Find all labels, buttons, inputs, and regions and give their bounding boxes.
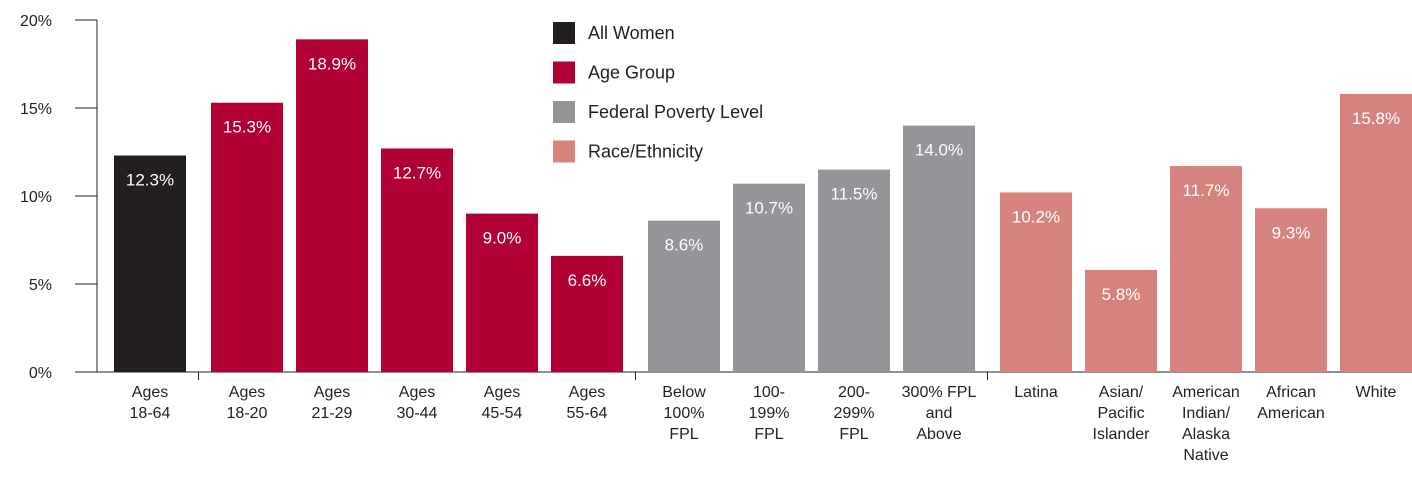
- x-tick-label-line: 30-44: [397, 405, 438, 422]
- x-tick-label-line: 100-: [753, 384, 785, 401]
- bar: [648, 220, 720, 372]
- x-tick-label-line: African: [1266, 384, 1316, 401]
- bar: [211, 102, 283, 372]
- bar: [1170, 166, 1242, 372]
- x-tick-label: Ages 30-44: [397, 384, 438, 422]
- x-tick-label-line: Alaska: [1182, 426, 1230, 443]
- bar: [1000, 192, 1072, 372]
- x-tick-label-line: Ages: [399, 384, 435, 401]
- x-tick-label-line: Islander: [1093, 426, 1151, 443]
- x-tick-label-line: White: [1356, 384, 1397, 401]
- bar: [1255, 208, 1327, 372]
- bar: [114, 155, 186, 372]
- bar: [296, 39, 368, 373]
- value-label: 12.7%: [393, 163, 441, 182]
- bar: [551, 255, 623, 372]
- x-tick-label: 100- 199% FPL: [749, 384, 790, 443]
- x-tick-label: Ages 45-54: [482, 384, 523, 422]
- legend-label: All Women: [588, 23, 675, 43]
- legend-label: Race/Ethnicity: [588, 142, 703, 162]
- legend-label: Age Group: [588, 63, 675, 83]
- bar: [466, 213, 538, 372]
- value-label: 12.3%: [126, 171, 174, 190]
- x-tick-label: Ages 18-64: [130, 384, 171, 422]
- x-tick-label: Asian/Pacific Islander: [1093, 384, 1151, 443]
- x-tick-label: African American: [1257, 384, 1325, 422]
- x-tick-label-line: Latina: [1014, 384, 1058, 401]
- value-label: 14.0%: [915, 141, 963, 160]
- x-tick-label-line: 200-: [838, 384, 870, 401]
- value-label: 15.8%: [1352, 109, 1400, 128]
- x-tick-label-line: 300% FPL: [902, 384, 977, 401]
- x-tick-label: 300% FPL and Above: [902, 384, 977, 443]
- x-tick-label-line: 199%: [749, 405, 790, 422]
- x-tick-label-line: FPL: [669, 426, 698, 443]
- x-tick-label: Below 100% FPL: [662, 384, 706, 443]
- x-tick-label: American Indian/Alaska Native: [1172, 384, 1240, 464]
- y-tick-label: 10%: [20, 189, 52, 206]
- x-tick-label: 200- 299% FPL: [834, 384, 875, 443]
- x-tick-label: Ages 18-20: [227, 384, 268, 422]
- y-tick-label: 20%: [20, 13, 52, 30]
- legend-swatch: [553, 140, 575, 163]
- x-tick-label-line: FPL: [839, 426, 868, 443]
- x-tick-label: White: [1356, 384, 1397, 401]
- y-tick-label: 15%: [20, 101, 52, 118]
- bar: [381, 148, 453, 372]
- legend-label: Federal Poverty Level: [588, 102, 763, 122]
- x-tick-label-line: 21-29: [312, 405, 353, 422]
- x-tick-label-line: 45-54: [482, 405, 523, 422]
- x-tick-label-line: Ages: [569, 384, 605, 401]
- bar: [903, 125, 975, 372]
- x-tick-label-line: Pacific: [1097, 405, 1144, 422]
- x-tick-label: Ages 21-29: [312, 384, 353, 422]
- x-tick-label-line: FPL: [754, 426, 783, 443]
- value-label: 8.6%: [665, 236, 704, 255]
- x-tick-label-line: Below: [662, 384, 706, 401]
- x-tick-label-line: Ages: [132, 384, 168, 401]
- x-tick-label: Ages 55-64: [567, 384, 608, 422]
- x-tick-label: Latina: [1014, 384, 1058, 401]
- x-tick-label-line: Asian/: [1099, 384, 1144, 401]
- value-label: 11.5%: [831, 185, 878, 204]
- x-tick-label-line: American: [1172, 384, 1240, 401]
- bar: [733, 183, 805, 372]
- x-tick-label-line: Ages: [314, 384, 350, 401]
- x-tick-label-line: 100%: [664, 405, 705, 422]
- value-label: 9.3%: [1272, 223, 1311, 242]
- x-tick-label-line: Native: [1183, 447, 1228, 464]
- y-tick-label: 0%: [29, 365, 52, 382]
- x-tick-label-line: 55-64: [567, 405, 608, 422]
- legend-swatch: [553, 61, 575, 84]
- value-label: 9.0%: [483, 229, 522, 248]
- y-tick-label: 5%: [29, 277, 52, 294]
- bar: [818, 169, 890, 372]
- bar: [1085, 269, 1157, 372]
- x-tick-label-line: 18-20: [227, 405, 268, 422]
- x-tick-label-line: and: [926, 405, 953, 422]
- x-tick-label-line: Ages: [229, 384, 265, 401]
- x-tick-label-line: American: [1257, 405, 1325, 422]
- x-tick-label-line: Above: [916, 426, 961, 443]
- value-label: 10.7%: [745, 199, 793, 218]
- x-tick-label-line: Indian/: [1182, 405, 1231, 422]
- x-tick-label-line: 299%: [834, 405, 875, 422]
- value-label: 11.7%: [1183, 181, 1230, 200]
- value-label: 5.8%: [1102, 285, 1141, 304]
- x-tick-label-line: Ages: [484, 384, 520, 401]
- value-label: 15.3%: [223, 118, 271, 137]
- value-label: 10.2%: [1012, 207, 1060, 226]
- bar: [1340, 93, 1412, 373]
- legend-swatch: [553, 22, 575, 44]
- legend-swatch: [553, 101, 575, 123]
- value-label: 18.9%: [308, 54, 356, 73]
- x-tick-label-line: 18-64: [130, 405, 171, 422]
- value-label: 6.6%: [568, 271, 607, 290]
